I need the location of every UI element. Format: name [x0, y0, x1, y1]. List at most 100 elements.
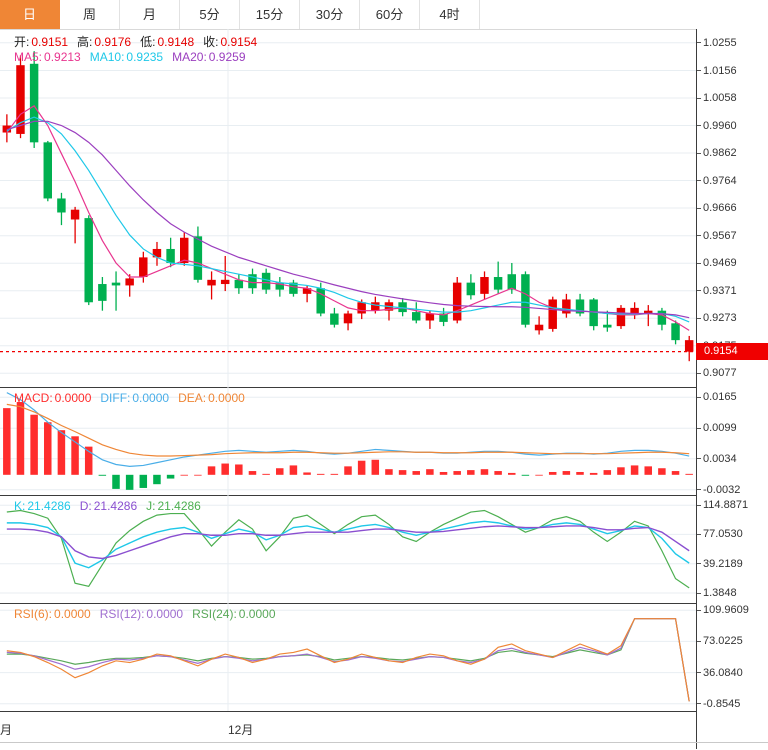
tick-value: 1.3848	[703, 587, 737, 600]
legend-label: 低:	[140, 35, 156, 49]
tick-mark	[697, 262, 701, 264]
legend-value: 0.9235	[126, 50, 164, 64]
tab-6[interactable]: 30分	[300, 0, 360, 29]
tab-1[interactable]: 日	[0, 0, 60, 29]
tick-mark	[697, 427, 701, 429]
tab-7[interactable]: 60分	[360, 0, 420, 29]
period-tabbar[interactable]: 日周月 5分 15分 30分 60分 4时	[0, 0, 768, 30]
bottom-border	[0, 742, 768, 743]
tick-mark	[697, 70, 701, 72]
tick-mark	[697, 180, 701, 182]
tab-8[interactable]: 4时	[420, 0, 480, 29]
tick-value: 0.9960	[703, 119, 737, 132]
price-legend-item: MA20: 0.9259	[172, 50, 245, 64]
macd-plot-area[interactable]	[0, 387, 696, 495]
tab-4[interactable]: 5分	[180, 0, 240, 29]
legend-value: 21.4286	[93, 499, 138, 513]
y-tick-label: 0.9764	[697, 175, 737, 187]
tick-mark	[697, 672, 701, 674]
tick-value: 0.9666	[703, 202, 737, 214]
macd-y-axis: 0.0165 0.0099 0.0034 -0.0032	[696, 387, 768, 496]
y-tick-label: 39.2189	[697, 558, 743, 570]
price-legend-item: MA10: 0.9235	[90, 50, 163, 64]
tick-value: 114.8871	[703, 499, 749, 512]
x-axis: 月 12月	[0, 711, 696, 750]
macd-panel: MACD: 0.0000 DIFF: 0.0000 DEA: 0.0000 0.0165 0.…	[0, 387, 768, 496]
tick-value: 1.0156	[703, 64, 737, 77]
y-tick-label: 0.0099	[697, 422, 737, 434]
legend-label: D:	[79, 499, 92, 513]
legend-value: 0.9259	[208, 50, 246, 64]
legend-value: 0.0000	[238, 607, 276, 621]
legend-value: 0.0000	[208, 391, 245, 405]
y-tick-label: 114.8871	[697, 499, 748, 511]
tick-mark	[697, 458, 701, 460]
tick-value: 36.0840	[703, 666, 743, 679]
legend-label: DIFF:	[100, 391, 131, 405]
legend-value: 0.0000	[54, 607, 91, 621]
tick-mark	[697, 317, 701, 319]
tick-mark	[697, 592, 701, 594]
tick-value: 0.0099	[703, 422, 737, 435]
kdj-legend-item: K: 21.4286	[14, 499, 71, 513]
legend-label: RSI(24):	[192, 607, 237, 621]
tick-value: 109.9609	[703, 604, 749, 617]
tick-value: 39.2189	[703, 557, 743, 570]
macd-legend-item: DIFF: 0.0000	[100, 391, 169, 405]
price-panel: 开: 0.9151 高: 0.9176 低: 0.9148 收: 0.9154 MA5: 0.92…	[0, 29, 768, 387]
legend-label: RSI(6):	[14, 607, 53, 621]
price-legend-item: 低: 0.9148	[140, 35, 194, 49]
tick-mark	[697, 235, 701, 237]
price-legend-item: MA5: 0.9213	[14, 50, 81, 64]
legend-label: RSI(12):	[99, 607, 145, 621]
legend-label: MA20:	[172, 50, 207, 64]
kdj-legend-item: J: 21.4286	[146, 499, 201, 513]
tick-value: 0.0165	[703, 391, 737, 404]
legend-label: MA10:	[89, 50, 125, 64]
panel-divider	[0, 387, 696, 388]
tick-value: 0.9077	[703, 367, 737, 380]
tab-3[interactable]: 月	[120, 0, 180, 29]
tick-mark	[697, 152, 701, 154]
tab-2[interactable]: 周	[60, 0, 120, 29]
kdj-legend-item: D: 21.4286	[80, 499, 137, 513]
legend-label: K:	[14, 499, 26, 513]
y-tick-label: 0.9273	[697, 312, 737, 324]
legend-label: 开:	[14, 35, 30, 49]
rsi-plot-area[interactable]	[0, 603, 696, 711]
tab-5[interactable]: 15分	[240, 0, 300, 29]
tick-value: 77.0530	[703, 528, 743, 541]
tick-value: 73.0225	[703, 635, 743, 648]
tabbar-filler	[480, 0, 768, 29]
price-plot-area[interactable]	[0, 29, 696, 387]
x-tick-label: 月	[0, 723, 13, 737]
legend-label: MA5:	[14, 50, 43, 64]
legend-value: 0.9148	[157, 35, 195, 49]
tick-mark	[697, 534, 701, 536]
legend-value: 21.4286	[27, 499, 71, 513]
legend-value: 0.9154	[220, 35, 258, 49]
legend-label: J:	[146, 499, 156, 513]
current-price-badge: 0.9154	[696, 343, 768, 361]
legend-value: 0.0000	[146, 607, 184, 621]
tick-mark	[697, 504, 701, 506]
y-tick-label: 1.0058	[697, 92, 737, 104]
tick-value: 1.0255	[703, 36, 737, 49]
legend-label: DEA:	[178, 391, 207, 405]
rsi-y-axis: 109.9609 73.0225 36.0840 -0.8545	[696, 603, 768, 711]
macd-legend-item: DEA: 0.0000	[178, 391, 245, 405]
kdj-plot-area[interactable]	[0, 495, 696, 603]
tick-mark	[697, 125, 701, 127]
tick-mark	[697, 703, 701, 705]
price-legend-item: 收: 0.9154	[203, 35, 257, 49]
tick-mark	[697, 563, 701, 565]
y-tick-label: 0.0165	[697, 391, 737, 403]
legend-label: MACD:	[14, 391, 53, 405]
y-tick-label: 1.0255	[697, 37, 737, 49]
panel-divider	[0, 603, 696, 604]
tick-value: -0.8545	[703, 697, 741, 710]
y-tick-label: -0.8545	[697, 698, 740, 710]
tick-value: 0.9371	[703, 284, 737, 297]
rsi-legend-item: RSI(6): 0.0000	[14, 607, 91, 621]
